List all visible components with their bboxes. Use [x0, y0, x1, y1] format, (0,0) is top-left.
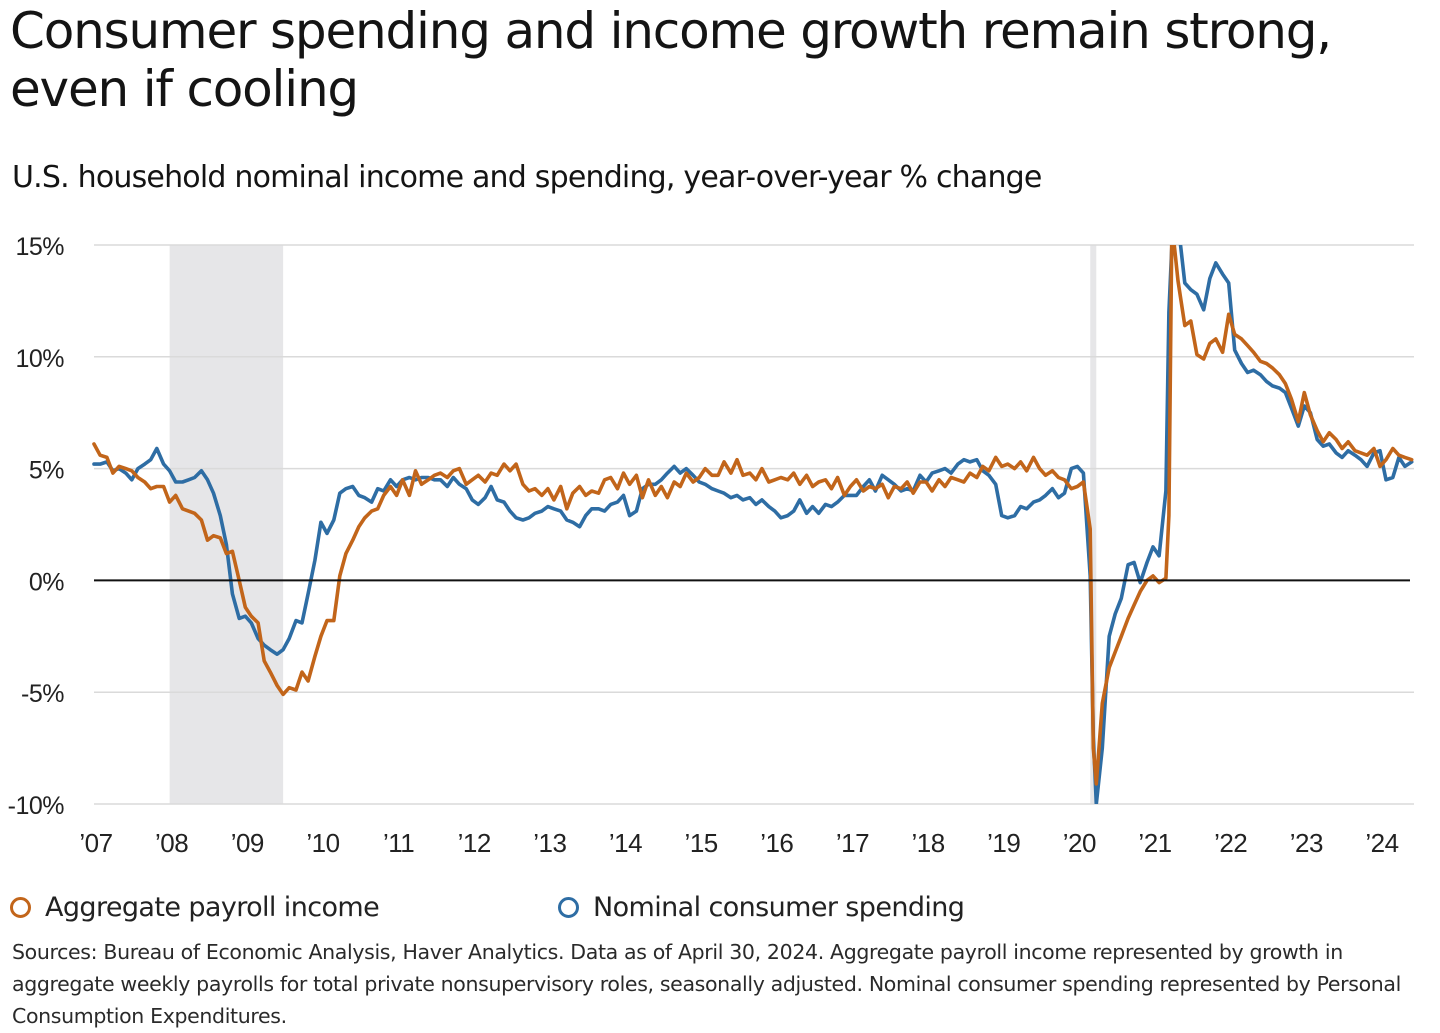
legend-item-spending: Nominal consumer spending [558, 892, 965, 923]
gridlines [94, 244, 1414, 805]
source-note: Sources: Bureau of Economic Analysis, Ha… [12, 940, 1401, 1028]
line-chart: 15%10%5%0%-5%-10% ’07’08’09’10’11’12’13’… [8, 233, 1414, 858]
x-tick-label: ’21 [1138, 828, 1171, 858]
series-line-income [92, 245, 1414, 786]
legend: Aggregate payroll income Nominal consume… [0, 892, 1440, 928]
x-tick-label: ’20 [1063, 828, 1096, 858]
legend-label-spending: Nominal consumer spending [593, 892, 965, 923]
y-tick-label: -10% [8, 792, 65, 820]
y-tick-label: 5% [29, 457, 64, 485]
spending-circle-icon [558, 897, 579, 918]
x-tick-label: ’16 [760, 828, 793, 858]
x-tick-label: ’08 [155, 828, 188, 858]
series-line-spending [92, 245, 1414, 804]
recession-band-2 [1090, 245, 1097, 804]
y-tick-label: 0% [29, 568, 64, 596]
y-tick-label: 10% [15, 345, 64, 373]
data-series [92, 245, 1414, 804]
x-tick-label: ’17 [836, 828, 869, 858]
income-circle-icon [10, 897, 31, 918]
x-tick-label: ’07 [79, 828, 112, 858]
y-axis-labels: 15% 10% 5% 0% -5% -10% [8, 233, 65, 820]
x-tick-label: ’22 [1214, 828, 1247, 858]
x-tick-label: ’12 [458, 828, 491, 858]
chart-title: Consumer spending and income growth rema… [10, 2, 1332, 118]
legend-item-income: Aggregate payroll income [10, 892, 380, 923]
x-tick-label: ’14 [609, 828, 642, 858]
y-tick-label: -5% [21, 680, 64, 708]
legend-label-income: Aggregate payroll income [45, 892, 380, 923]
x-tick-label: ’09 [231, 828, 264, 858]
x-tick-label: ’18 [911, 828, 944, 858]
x-tick-label: ’19 [987, 828, 1020, 858]
y-tick-label: 15% [15, 233, 64, 261]
recession-shading [169, 245, 1097, 804]
x-tick-label: ’24 [1365, 828, 1398, 858]
recession-band-1 [169, 245, 284, 804]
x-tick-label: ’23 [1290, 828, 1323, 858]
x-tick-label: ’15 [685, 828, 718, 858]
x-tick-label: ’11 [383, 828, 414, 858]
x-tick-label: ’13 [533, 828, 566, 858]
x-axis-labels: ’07 ’08 ’09 ’10 ’11 ’12 ’13 ’14 ’15 ’16 ’17 ’18 ’19 ’… [79, 828, 1399, 858]
x-tick-label: ’10 [306, 828, 339, 858]
chart-subtitle: U.S. household nominal income and spendi… [12, 160, 1042, 195]
